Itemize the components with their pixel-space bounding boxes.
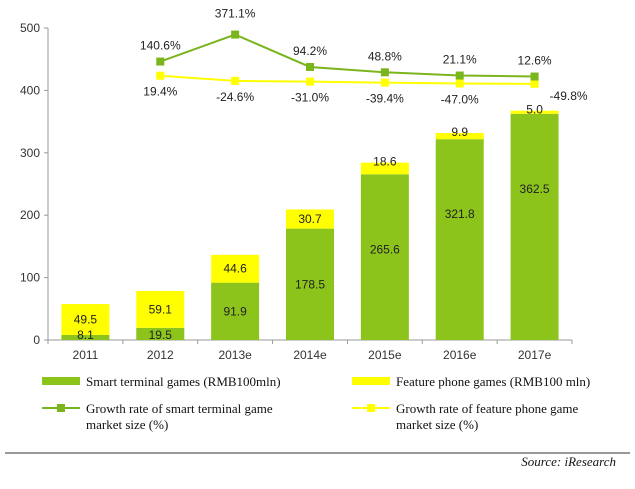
bar-feature-phone [286, 209, 334, 229]
point-smart-terminal-growth [530, 72, 539, 81]
point-feature-phone-growth [231, 76, 240, 85]
point-feature-phone-growth [156, 71, 165, 80]
bar-label-smart: 362.5 [520, 182, 550, 196]
legend-label-feature-phone-growth: market size (%) [396, 417, 478, 432]
x-tick-label: 2017e [518, 348, 552, 362]
y-tick-label: 500 [20, 21, 40, 35]
bar-smart-terminal [510, 113, 559, 340]
bar-label-smart: 321.8 [445, 207, 475, 221]
growth-lines: 19.4% -24.6% -31.0% -39.4% -47.0% -49.8% 140.6… [140, 7, 588, 107]
x-tick-label: 2011 [73, 348, 99, 362]
rate-label-smart-terminal-growth: 94.2% [293, 44, 327, 58]
rate-label-smart-terminal-growth: 140.6% [140, 39, 181, 53]
rate-label-feature-phone-growth: -49.8% [550, 89, 588, 103]
legend-marker-feature-phone-growth [367, 404, 375, 412]
legend-label-smart-terminal-growth: Growth rate of smart terminal game [86, 401, 273, 416]
bar-label-smart: 8.1 [77, 328, 94, 342]
legend-swatch-smart-terminal [42, 377, 80, 385]
rate-label-feature-phone-growth: -24.6% [216, 90, 254, 104]
bar-smart-terminal [286, 228, 334, 340]
rate-label-feature-phone-growth: -47.0% [441, 92, 479, 106]
rate-label-feature-phone-growth: -39.4% [366, 92, 404, 106]
point-feature-phone-growth [380, 78, 389, 87]
y-tick-label: 300 [20, 146, 40, 160]
x-tick-label: 2014e [293, 348, 327, 362]
legend-label-feature-phone: Feature phone games (RMB100 mln) [396, 374, 590, 389]
line-smart-terminal-growth [159, 33, 535, 78]
bar-smart-terminal [136, 327, 185, 340]
bar-label-feature: 5.0 [526, 103, 543, 117]
bar-label-feature: 18.6 [373, 155, 397, 169]
bar-label-smart: 91.9 [223, 304, 247, 318]
bar-label-feature: 9.9 [451, 125, 468, 139]
rate-label-feature-phone-growth: 19.4% [143, 85, 177, 99]
bar-feature-phone [435, 133, 484, 140]
x-tick-label: 2015e [368, 348, 402, 362]
bar-smart-terminal [211, 282, 260, 340]
y-tick-label: 0 [33, 333, 40, 347]
bar-smart-terminal [61, 334, 110, 340]
bar-label-feature: 49.5 [74, 313, 98, 327]
bar-feature-phone [61, 304, 110, 335]
point-feature-phone-growth [530, 79, 539, 88]
point-smart-terminal-growth [231, 30, 240, 39]
point-feature-phone-growth [455, 79, 464, 88]
bar-feature-phone [136, 290, 185, 328]
bars: 8.149.5 19.5 59.1 91.9 44.6 178.5 30.7 265.6 18.… [61, 103, 559, 342]
x-tick-label: 2016e [443, 348, 477, 362]
bar-label-smart: 178.5 [295, 277, 325, 291]
x-axis: 2011 2012 2013e 2014e 2015e 2016e 2017e [47, 339, 573, 362]
bar-feature-phone [211, 254, 260, 283]
rate-label-smart-terminal-growth: 21.1% [443, 53, 477, 67]
legend-swatch-feature-phone [352, 377, 390, 385]
y-tick-label: 100 [20, 271, 40, 285]
bar-label-smart: 265.6 [370, 242, 400, 256]
x-tick-label: 2013e [218, 348, 252, 362]
point-feature-phone-growth [306, 77, 314, 86]
point-smart-terminal-growth [156, 57, 165, 66]
rate-label-smart-terminal-growth: 371.1% [215, 7, 256, 21]
legend-label-feature-phone-growth: Growth rate of feature phone game [396, 401, 579, 416]
legend-label-smart-terminal: Smart terminal games (RMB100mln) [86, 374, 281, 389]
point-smart-terminal-growth [380, 68, 389, 77]
legend-label-smart-terminal-growth: market size (%) [86, 417, 168, 432]
y-tick-label: 400 [20, 83, 40, 97]
rate-label-smart-terminal-growth: 12.6% [518, 54, 552, 68]
x-tick-label: 2012 [147, 348, 174, 362]
rate-label-feature-phone-growth: -31.0% [291, 91, 329, 105]
bar-feature-phone [360, 162, 409, 175]
legend-marker-smart-terminal-growth [57, 404, 65, 412]
point-smart-terminal-growth [306, 62, 314, 71]
line-feature-phone-growth [160, 74, 535, 85]
bar-label-feature: 30.7 [298, 212, 322, 226]
bar-label-feature: 44.6 [223, 262, 247, 276]
source-note: Source: iResearch [521, 454, 616, 469]
bar-label-feature: 59.1 [149, 302, 173, 316]
bar-label-smart: 19.5 [149, 328, 173, 342]
legend: Smart terminal games (RMB100mln) Feature … [42, 374, 590, 432]
bar-feature-phone [510, 110, 559, 114]
bar-smart-terminal [435, 139, 484, 340]
bar-smart-terminal [360, 174, 409, 340]
point-smart-terminal-growth [455, 71, 464, 80]
rate-label-smart-terminal-growth: 48.8% [368, 49, 402, 63]
y-axis: 0 100 200 300 400 500 [20, 21, 49, 347]
y-tick-label: 200 [20, 208, 40, 222]
